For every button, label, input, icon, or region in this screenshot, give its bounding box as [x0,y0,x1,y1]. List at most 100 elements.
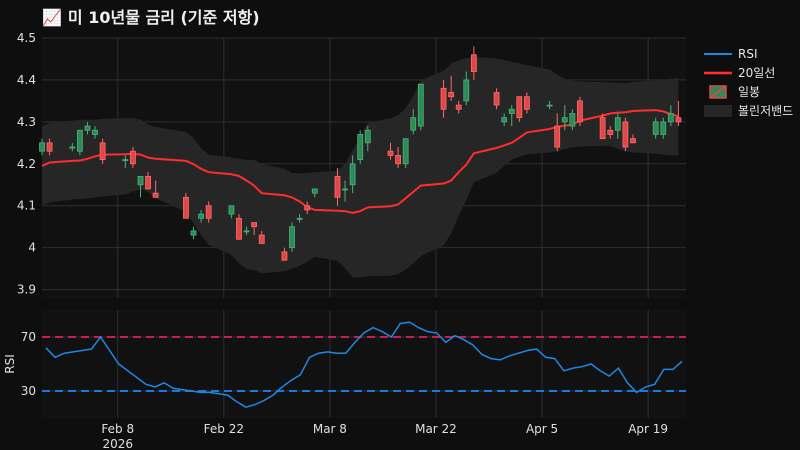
x-tick-label: Mar 22 [415,422,457,436]
candle-body [251,222,258,228]
legend-item[interactable]: 20일선 [704,66,775,80]
candle [243,226,250,236]
candle [675,100,682,127]
candle [546,100,553,110]
candle-body [92,129,98,135]
candle [660,117,667,139]
candle [152,180,159,198]
candle [145,172,151,190]
candle [387,142,394,160]
candle-body [342,188,348,191]
candle [561,105,568,131]
candle-body [569,113,576,127]
candle-body [599,117,606,140]
price-tick-label: 4.2 [17,157,36,171]
candle [622,117,629,152]
candle-body [39,142,45,152]
rsi-axis-title: RSI [3,354,17,374]
candle [228,205,235,219]
price-tick-label: 4.4 [17,73,36,87]
candle-body [508,108,515,114]
candle-body [607,129,614,135]
rsi-line [45,321,683,409]
legend-band-swatch [704,105,732,117]
legend-item[interactable]: 일봉 [709,85,760,99]
candle [296,214,303,223]
candle [342,180,348,202]
candle-body [614,117,621,131]
x-tick-label: Feb 8 [101,422,134,436]
chart-title: 📈 미 10년물 금리 (기준 저항) [42,4,260,28]
candle-body [493,92,500,106]
candle [304,201,311,215]
candle-body [311,188,318,194]
candle-body [364,129,371,144]
price-y-axis: 3.9 4 4.1 4.2 4.3 4.4 4.5 [17,31,36,297]
candle [236,214,242,240]
candle [183,193,189,219]
date-x-axis: Feb 8 Feb 22 Mar 8 Mar 22 Apr 5 Apr 19 2026 [101,422,668,450]
candle [198,209,205,223]
candle-body [84,125,91,131]
candle [84,121,91,135]
candle-body [546,104,553,107]
candle [334,168,341,206]
candle [667,105,674,127]
candle-body [577,100,583,123]
rsi-tick-label: 70 [21,330,36,344]
rsi-levels [42,336,686,392]
price-tick-label: 4.3 [17,115,36,129]
price-tick-label: 3.9 [17,283,36,297]
legend-item[interactable]: 볼린저밴드 [704,104,793,118]
candle [652,117,659,139]
candle [493,88,500,110]
price-tick-label: 4 [28,241,36,255]
candle-body [205,205,212,219]
candle-body [463,79,470,102]
candle-body [652,121,659,135]
candle-body [402,138,409,165]
candle-body [46,142,53,152]
candle [76,129,83,156]
rsi-y-axis: 30 70 RSI [3,330,36,398]
candle-body [76,129,83,152]
candle-body [122,159,129,162]
candle [357,130,364,164]
candle-body [243,230,250,233]
legend-label: 20일선 [738,66,775,80]
candle [39,138,45,156]
legend-item[interactable]: RSI [704,47,758,61]
candle [311,188,318,198]
x-year-label: 2026 [102,437,133,450]
candle [607,126,614,139]
candle-body [145,175,151,190]
candle-body [667,113,674,123]
chart-increasing-icon: 📈 [42,8,62,27]
x-tick-label: Mar 8 [313,422,347,436]
candle [69,142,76,152]
candle-body [516,96,523,119]
candle-body [554,125,561,148]
candle-body [561,117,568,123]
candle [364,126,371,152]
candle [569,109,576,131]
rsi-grid [42,310,686,418]
chart-title-text: 미 10년물 금리 (기준 저항) [67,8,260,27]
candle-body [190,230,197,236]
candle [122,155,129,168]
candle [630,134,636,144]
candle-body [183,196,189,219]
candle-body [304,205,311,211]
candle [554,113,561,152]
candle-body [440,87,447,110]
candle [190,226,197,240]
rsi-plot-area [42,310,686,418]
candle [99,138,106,164]
legend-label: 볼린저밴드 [738,104,793,118]
candle-body [258,234,265,244]
candle-body [357,134,364,161]
candle-body [630,138,636,144]
price-tick-label: 4.1 [17,199,36,213]
